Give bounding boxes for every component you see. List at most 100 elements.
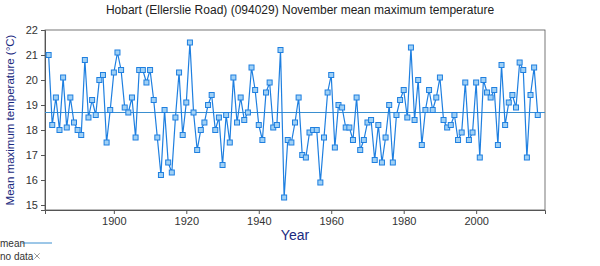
y-tick-mark — [41, 155, 45, 156]
x-tick: 1940 — [247, 210, 271, 227]
data-point — [71, 120, 76, 125]
data-point — [180, 133, 185, 138]
x-axis-title: Year — [281, 227, 310, 243]
y-tick-mark — [41, 80, 45, 81]
data-point — [350, 138, 355, 143]
data-point — [227, 140, 232, 145]
data-point — [314, 128, 319, 133]
x-tick-mark — [114, 210, 115, 214]
data-point — [79, 133, 84, 138]
data-point — [340, 105, 345, 110]
data-point — [282, 195, 287, 200]
data-point — [235, 120, 240, 125]
data-point — [488, 95, 493, 100]
data-point — [499, 63, 504, 68]
mean-line — [45, 112, 545, 113]
data-point — [303, 155, 308, 160]
data-point — [206, 103, 211, 108]
data-point — [173, 115, 178, 120]
y-tick-mark — [41, 105, 45, 106]
data-point — [463, 80, 468, 85]
x-axis-line — [46, 211, 546, 215]
y-tick: 18 — [26, 124, 45, 136]
data-point — [423, 108, 428, 113]
data-point — [104, 140, 109, 145]
data-point — [108, 108, 113, 113]
data-point — [253, 88, 258, 93]
data-point — [177, 70, 182, 75]
x-tick-label: 1960 — [319, 215, 343, 227]
x-tick: 1920 — [175, 210, 199, 227]
y-tick-mark — [41, 180, 45, 181]
data-point — [376, 123, 381, 128]
x-tick-mark — [331, 210, 332, 214]
data-point — [264, 90, 269, 95]
data-point — [398, 98, 403, 103]
data-point — [126, 110, 131, 115]
plot-area — [45, 40, 545, 200]
data-point — [61, 75, 66, 80]
data-point — [274, 123, 279, 128]
data-point — [202, 120, 207, 125]
data-point — [57, 128, 62, 133]
data-point — [369, 118, 374, 123]
data-point — [405, 115, 410, 120]
data-point — [216, 115, 221, 120]
data-point — [256, 123, 261, 128]
data-point — [169, 170, 174, 175]
data-point — [485, 90, 490, 95]
data-point — [90, 98, 95, 103]
y-tick-label: 18 — [26, 124, 38, 136]
x-tick-label: 1900 — [102, 215, 126, 227]
y-tick-label: 16 — [26, 174, 38, 186]
data-point — [514, 105, 519, 110]
data-point — [162, 108, 167, 113]
data-point — [289, 140, 294, 145]
data-point — [238, 95, 243, 100]
y-tick-label: 21 — [26, 49, 38, 61]
data-point — [492, 88, 497, 93]
legend-label: mean — [0, 238, 25, 249]
data-point — [535, 113, 540, 118]
data-point — [456, 138, 461, 143]
data-point — [354, 95, 359, 100]
data-point — [408, 45, 413, 50]
x-tick-label: 1920 — [175, 215, 199, 227]
data-point — [198, 128, 203, 133]
data-point — [416, 78, 421, 83]
x-tick-label: 1940 — [247, 215, 271, 227]
data-point — [296, 95, 301, 100]
data-point — [195, 148, 200, 153]
data-point — [151, 98, 156, 103]
data-point — [191, 110, 196, 115]
legend: mean no data — [0, 238, 52, 262]
data-point — [441, 118, 446, 123]
data-point — [140, 68, 145, 73]
data-point — [524, 155, 529, 160]
data-point — [466, 138, 471, 143]
data-point — [325, 90, 330, 95]
data-point — [293, 120, 298, 125]
legend-label: no data — [0, 251, 34, 262]
y-tick-mark — [41, 130, 45, 131]
y-axis: 1516171819202122 — [26, 24, 46, 211]
data-point — [372, 158, 377, 163]
data-point — [242, 118, 247, 123]
x-tick-label: 2000 — [464, 215, 488, 227]
y-tick-label: 15 — [26, 199, 38, 211]
data-point — [93, 113, 98, 118]
y-axis-title: Mean maximum temperature (°C) — [4, 34, 16, 205]
data-point — [437, 75, 442, 80]
data-point — [358, 148, 363, 153]
data-point — [187, 40, 192, 45]
data-point — [394, 113, 399, 118]
y-tick-label: 20 — [26, 74, 38, 86]
data-point — [387, 103, 392, 108]
y-tick: 15 — [26, 199, 45, 211]
data-point — [75, 128, 80, 133]
data-point — [245, 110, 250, 115]
data-point — [379, 160, 384, 165]
legend-swatch — [22, 243, 52, 244]
data-point — [213, 128, 218, 133]
data-point — [412, 118, 417, 123]
